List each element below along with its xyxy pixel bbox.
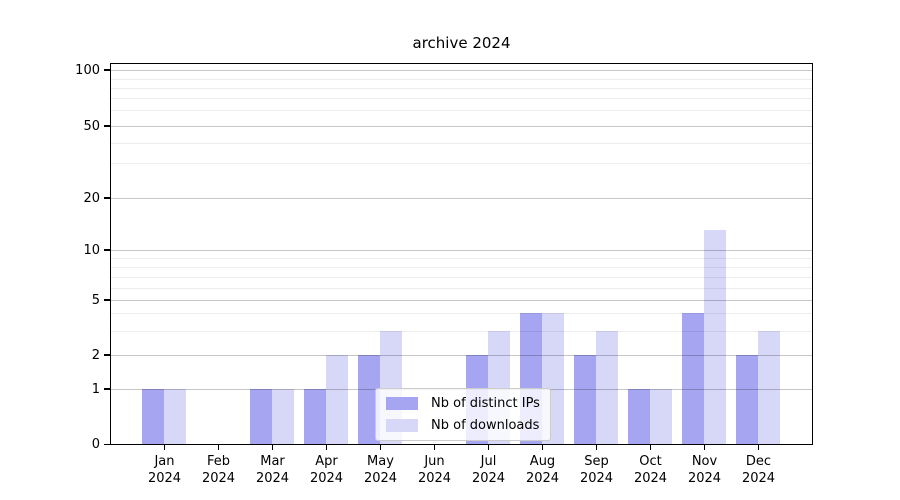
x-tick-label-dec: Dec 2024	[741, 454, 776, 486]
x-tick-mark-oct	[649, 445, 652, 450]
y-tick-label-1: 1	[91, 381, 100, 397]
legend-entry-distinct-ips: Nb of distinct IPs	[386, 396, 540, 411]
bar-distinct-ips-may	[358, 354, 380, 444]
legend-label-distinct-ips: Nb of distinct IPs	[431, 396, 540, 411]
x-tick-label-mar: Mar 2024	[255, 454, 290, 486]
bar-distinct-ips-dec	[736, 354, 758, 444]
y-tick-mark-20	[104, 197, 110, 199]
bar-downloads-mar	[272, 388, 294, 444]
x-tick-label-jul: Jul 2024	[471, 454, 506, 486]
bar-downloads-jan	[164, 388, 186, 444]
x-tick-label-nov: Nov 2024	[687, 454, 722, 486]
legend-swatch-distinct-ips-icon	[386, 397, 418, 410]
bar-distinct-ips-nov	[682, 312, 704, 444]
x-tick-label-may: May 2024	[363, 454, 398, 486]
x-tick-mark-jul	[487, 445, 490, 450]
x-tick-mark-apr	[325, 445, 328, 450]
gridline-90	[111, 78, 812, 80]
x-tick-label-sep: Sep 2024	[579, 454, 614, 486]
x-tick-label-jan: Jan 2024	[147, 454, 182, 486]
legend: Nb of distinct IPs Nb of downloads	[375, 388, 551, 441]
y-tick-label-5: 5	[91, 292, 100, 308]
y-tick-mark-100	[104, 69, 110, 71]
x-tick-mark-aug	[541, 445, 544, 450]
y-tick-mark-0	[104, 443, 110, 446]
gridline-30	[111, 162, 812, 164]
x-tick-label-feb: Feb 2024	[201, 454, 236, 486]
legend-label-downloads: Nb of downloads	[431, 418, 540, 433]
x-tick-label-jun: Jun 2024	[417, 454, 452, 486]
y-tick-label-2: 2	[91, 347, 100, 363]
x-tick-mark-mar	[271, 445, 274, 450]
y-tick-mark-10	[104, 249, 110, 251]
x-tick-mark-nov	[703, 445, 706, 450]
y-tick-mark-50	[104, 125, 110, 127]
legend-swatch-downloads-icon	[386, 419, 418, 432]
x-tick-mark-sep	[595, 445, 598, 450]
y-tick-mark-1	[104, 388, 110, 390]
x-tick-mark-feb	[217, 445, 220, 450]
gridline-40	[111, 142, 812, 144]
gridline-50	[111, 125, 812, 127]
y-tick-mark-2	[104, 354, 110, 356]
bar-distinct-ips-mar	[250, 388, 272, 444]
bar-downloads-apr	[326, 354, 348, 444]
bar-distinct-ips-apr	[304, 388, 326, 444]
gridline-80	[111, 87, 812, 89]
x-tick-label-apr: Apr 2024	[309, 454, 344, 486]
gridline-20	[111, 197, 812, 199]
x-tick-mark-may	[379, 445, 382, 450]
plot-area: Nb of distinct IPs Nb of downloads	[110, 63, 813, 445]
bar-distinct-ips-oct	[628, 388, 650, 444]
x-tick-mark-dec	[757, 445, 760, 450]
y-tick-label-50: 50	[83, 118, 100, 134]
y-tick-label-20: 20	[83, 190, 100, 206]
gridline-100	[111, 69, 812, 71]
x-tick-label-oct: Oct 2024	[633, 454, 668, 486]
gridline-70	[111, 97, 812, 99]
y-tick-label-10: 10	[83, 242, 100, 258]
gridline-60	[111, 110, 812, 112]
y-tick-label-100: 100	[75, 62, 100, 78]
x-tick-mark-jun	[433, 445, 436, 450]
chart-title: archive 2024	[412, 34, 511, 52]
y-tick-mark-5	[104, 299, 110, 301]
bar-downloads-dec	[758, 331, 780, 444]
bar-distinct-ips-sep	[574, 354, 596, 444]
legend-entry-downloads: Nb of downloads	[386, 418, 540, 433]
x-tick-label-aug: Aug 2024	[525, 454, 560, 486]
bar-downloads-sep	[596, 331, 618, 444]
bar-downloads-nov	[704, 229, 726, 444]
bar-downloads-oct	[650, 388, 672, 444]
x-tick-mark-jan	[163, 445, 166, 450]
bar-distinct-ips-jan	[142, 388, 164, 444]
y-tick-label-0: 0	[91, 437, 100, 452]
